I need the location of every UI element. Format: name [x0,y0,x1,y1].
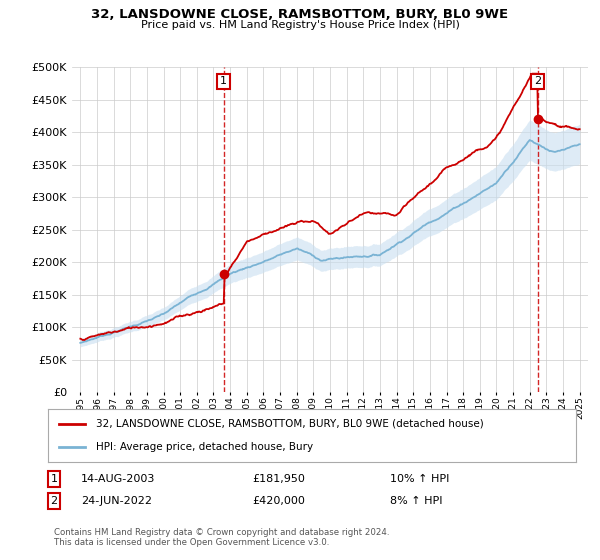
Text: £181,950: £181,950 [252,474,305,484]
Text: 14-AUG-2003: 14-AUG-2003 [81,474,155,484]
Text: £420,000: £420,000 [252,496,305,506]
Text: 8% ↑ HPI: 8% ↑ HPI [390,496,443,506]
Text: 2: 2 [534,77,541,86]
Text: 32, LANSDOWNE CLOSE, RAMSBOTTOM, BURY, BL0 9WE (detached house): 32, LANSDOWNE CLOSE, RAMSBOTTOM, BURY, B… [95,419,483,429]
Text: Price paid vs. HM Land Registry's House Price Index (HPI): Price paid vs. HM Land Registry's House … [140,20,460,30]
Text: 24-JUN-2022: 24-JUN-2022 [81,496,152,506]
Text: 32, LANSDOWNE CLOSE, RAMSBOTTOM, BURY, BL0 9WE: 32, LANSDOWNE CLOSE, RAMSBOTTOM, BURY, B… [91,8,509,21]
Text: 10% ↑ HPI: 10% ↑ HPI [390,474,449,484]
Text: 2: 2 [50,496,58,506]
Text: Contains HM Land Registry data © Crown copyright and database right 2024.
This d: Contains HM Land Registry data © Crown c… [54,528,389,547]
Text: 1: 1 [220,77,227,86]
Text: HPI: Average price, detached house, Bury: HPI: Average price, detached house, Bury [95,442,313,452]
Text: 1: 1 [50,474,58,484]
